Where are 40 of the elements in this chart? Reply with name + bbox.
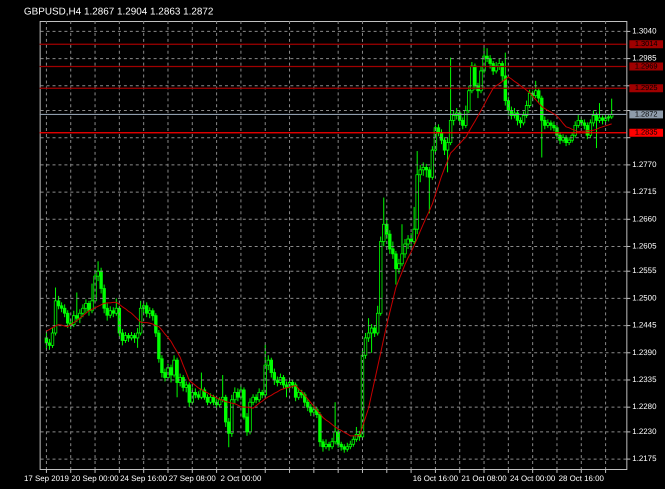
x-tick-label: 28 Oct 16:00 [558, 474, 605, 483]
chart-title: GBPUSD,H4 1.2867 1.2904 1.2863 1.2872 [24, 6, 214, 18]
y-tick-label: 1.2280 [632, 402, 658, 412]
candlestick [132, 332, 136, 344]
y-tick-label: 1.2605 [632, 241, 658, 250]
x-tick-label: 16 Oct 16:00 [412, 474, 459, 483]
x-tick-label: 24 Oct 00:00 [510, 474, 556, 483]
x-tick-label: 27 Sep 08:00 [168, 474, 216, 483]
candlestick [188, 382, 191, 408]
candlestick [175, 357, 179, 398]
y-tick-label: 1.2335 [632, 374, 658, 384]
y-tick-label: 1.2985 [632, 54, 658, 63]
y-tick-label: 1.2175 [632, 454, 658, 464]
candlestick [598, 102, 602, 124]
x-tick-label: 2 Oct 00:00 [220, 474, 262, 483]
y-tick-label: 1.2770 [632, 160, 658, 169]
candlestick [84, 298, 88, 314]
candlestick [194, 388, 198, 399]
x-tick-label: 21 Oct 08:00 [461, 474, 508, 483]
x-tick-label: 24 Sep 16:00 [120, 474, 168, 483]
x-tick-label: 17 Sep 2019 [24, 474, 70, 483]
x-tick-label: 20 Sep 00:00 [72, 474, 120, 483]
y-tick-label: 1.2390 [632, 348, 658, 357]
y-tick-label: 1.2500 [632, 293, 658, 302]
y-tick-label: 1.2660 [632, 214, 658, 224]
candlestick [169, 364, 173, 383]
candlestick [108, 306, 112, 319]
y-tick-label: 1.2715 [632, 187, 658, 196]
candlestick [278, 373, 282, 386]
y-tick-label: 1.2555 [632, 266, 658, 276]
candlestick [145, 302, 148, 318]
candlestick [296, 388, 300, 400]
candlestick [200, 372, 204, 400]
candlestick [181, 374, 185, 392]
y-tick-label: 1.2230 [632, 426, 658, 436]
candlestick [549, 120, 553, 131]
y-tick-label: 1.3040 [632, 26, 658, 36]
candlestick [257, 388, 261, 403]
candlestick [124, 332, 128, 344]
y-tick-label: 1.2445 [632, 320, 658, 330]
